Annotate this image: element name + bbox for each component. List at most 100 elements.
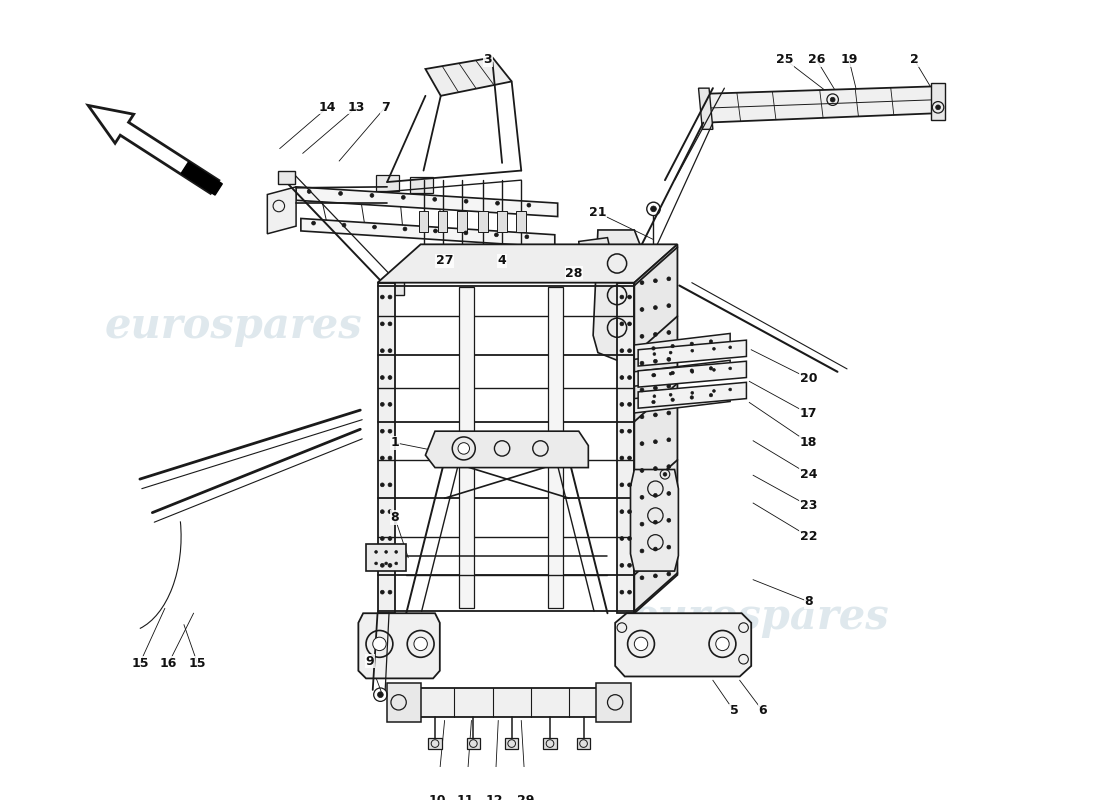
- Polygon shape: [182, 162, 222, 195]
- Circle shape: [628, 295, 631, 299]
- Circle shape: [432, 198, 437, 202]
- Bar: [376, 175, 399, 190]
- Bar: [410, 178, 433, 193]
- Circle shape: [628, 590, 631, 594]
- Polygon shape: [88, 106, 219, 194]
- Circle shape: [690, 396, 693, 399]
- Circle shape: [671, 371, 674, 374]
- Bar: [466, 738, 480, 750]
- Circle shape: [527, 203, 531, 207]
- Circle shape: [375, 562, 377, 565]
- Circle shape: [830, 98, 835, 102]
- Polygon shape: [267, 187, 296, 234]
- Circle shape: [653, 394, 656, 398]
- Circle shape: [653, 413, 658, 417]
- Circle shape: [691, 350, 694, 352]
- Text: 14: 14: [319, 101, 337, 114]
- Circle shape: [691, 391, 694, 394]
- Circle shape: [713, 390, 715, 392]
- Circle shape: [667, 358, 671, 362]
- Text: 24: 24: [800, 468, 817, 481]
- Circle shape: [385, 562, 387, 565]
- Circle shape: [381, 430, 384, 433]
- Text: 18: 18: [800, 436, 817, 449]
- Text: 23: 23: [800, 499, 817, 513]
- Bar: [438, 211, 448, 232]
- Circle shape: [640, 362, 643, 365]
- Circle shape: [667, 518, 671, 522]
- Text: 11: 11: [456, 794, 474, 800]
- Circle shape: [653, 574, 658, 578]
- Circle shape: [370, 194, 374, 198]
- Circle shape: [653, 494, 658, 498]
- Circle shape: [667, 277, 671, 281]
- Circle shape: [667, 465, 671, 469]
- Circle shape: [377, 692, 383, 698]
- Circle shape: [381, 349, 384, 353]
- Circle shape: [667, 546, 671, 549]
- Circle shape: [663, 472, 667, 476]
- Circle shape: [620, 402, 624, 406]
- Circle shape: [716, 637, 729, 650]
- Circle shape: [653, 440, 658, 444]
- Polygon shape: [638, 362, 747, 387]
- Circle shape: [667, 384, 671, 388]
- Circle shape: [640, 281, 643, 285]
- Polygon shape: [377, 244, 678, 282]
- Circle shape: [381, 295, 384, 299]
- Circle shape: [388, 295, 392, 299]
- Circle shape: [628, 376, 631, 379]
- Text: 20: 20: [800, 372, 817, 385]
- Circle shape: [381, 376, 384, 379]
- Circle shape: [653, 374, 656, 377]
- Polygon shape: [301, 218, 554, 247]
- Text: eurospares: eurospares: [104, 305, 363, 346]
- Circle shape: [640, 415, 643, 418]
- Text: 27: 27: [436, 254, 453, 267]
- Circle shape: [652, 400, 656, 404]
- Circle shape: [388, 349, 392, 353]
- Circle shape: [311, 221, 316, 225]
- Circle shape: [667, 330, 671, 334]
- Polygon shape: [377, 282, 395, 614]
- Text: 15: 15: [131, 657, 149, 670]
- Bar: [428, 738, 442, 750]
- Circle shape: [339, 191, 342, 195]
- Bar: [505, 738, 518, 750]
- Circle shape: [653, 306, 658, 310]
- Circle shape: [620, 510, 624, 514]
- Circle shape: [710, 366, 713, 370]
- Circle shape: [620, 295, 624, 299]
- Circle shape: [667, 304, 671, 307]
- Circle shape: [381, 510, 384, 514]
- Circle shape: [458, 442, 470, 454]
- Circle shape: [496, 202, 499, 205]
- Circle shape: [381, 537, 384, 541]
- Circle shape: [628, 456, 631, 460]
- Circle shape: [691, 370, 694, 374]
- Circle shape: [388, 590, 392, 594]
- Circle shape: [640, 495, 643, 499]
- Circle shape: [307, 190, 311, 194]
- Circle shape: [628, 563, 631, 567]
- Polygon shape: [366, 544, 406, 571]
- Polygon shape: [635, 387, 730, 413]
- Circle shape: [667, 411, 671, 415]
- Circle shape: [381, 590, 384, 594]
- Circle shape: [388, 510, 392, 514]
- Text: 19: 19: [840, 53, 858, 66]
- Circle shape: [433, 229, 438, 233]
- Bar: [497, 211, 507, 232]
- Circle shape: [728, 367, 732, 370]
- Circle shape: [388, 537, 392, 541]
- Text: 9: 9: [365, 654, 374, 668]
- Polygon shape: [359, 614, 440, 678]
- Circle shape: [653, 333, 658, 336]
- Circle shape: [620, 563, 624, 567]
- Text: 8: 8: [390, 511, 399, 524]
- Polygon shape: [932, 83, 945, 120]
- Text: 1: 1: [390, 436, 399, 449]
- Circle shape: [669, 351, 672, 354]
- Circle shape: [381, 563, 384, 567]
- Circle shape: [640, 469, 643, 472]
